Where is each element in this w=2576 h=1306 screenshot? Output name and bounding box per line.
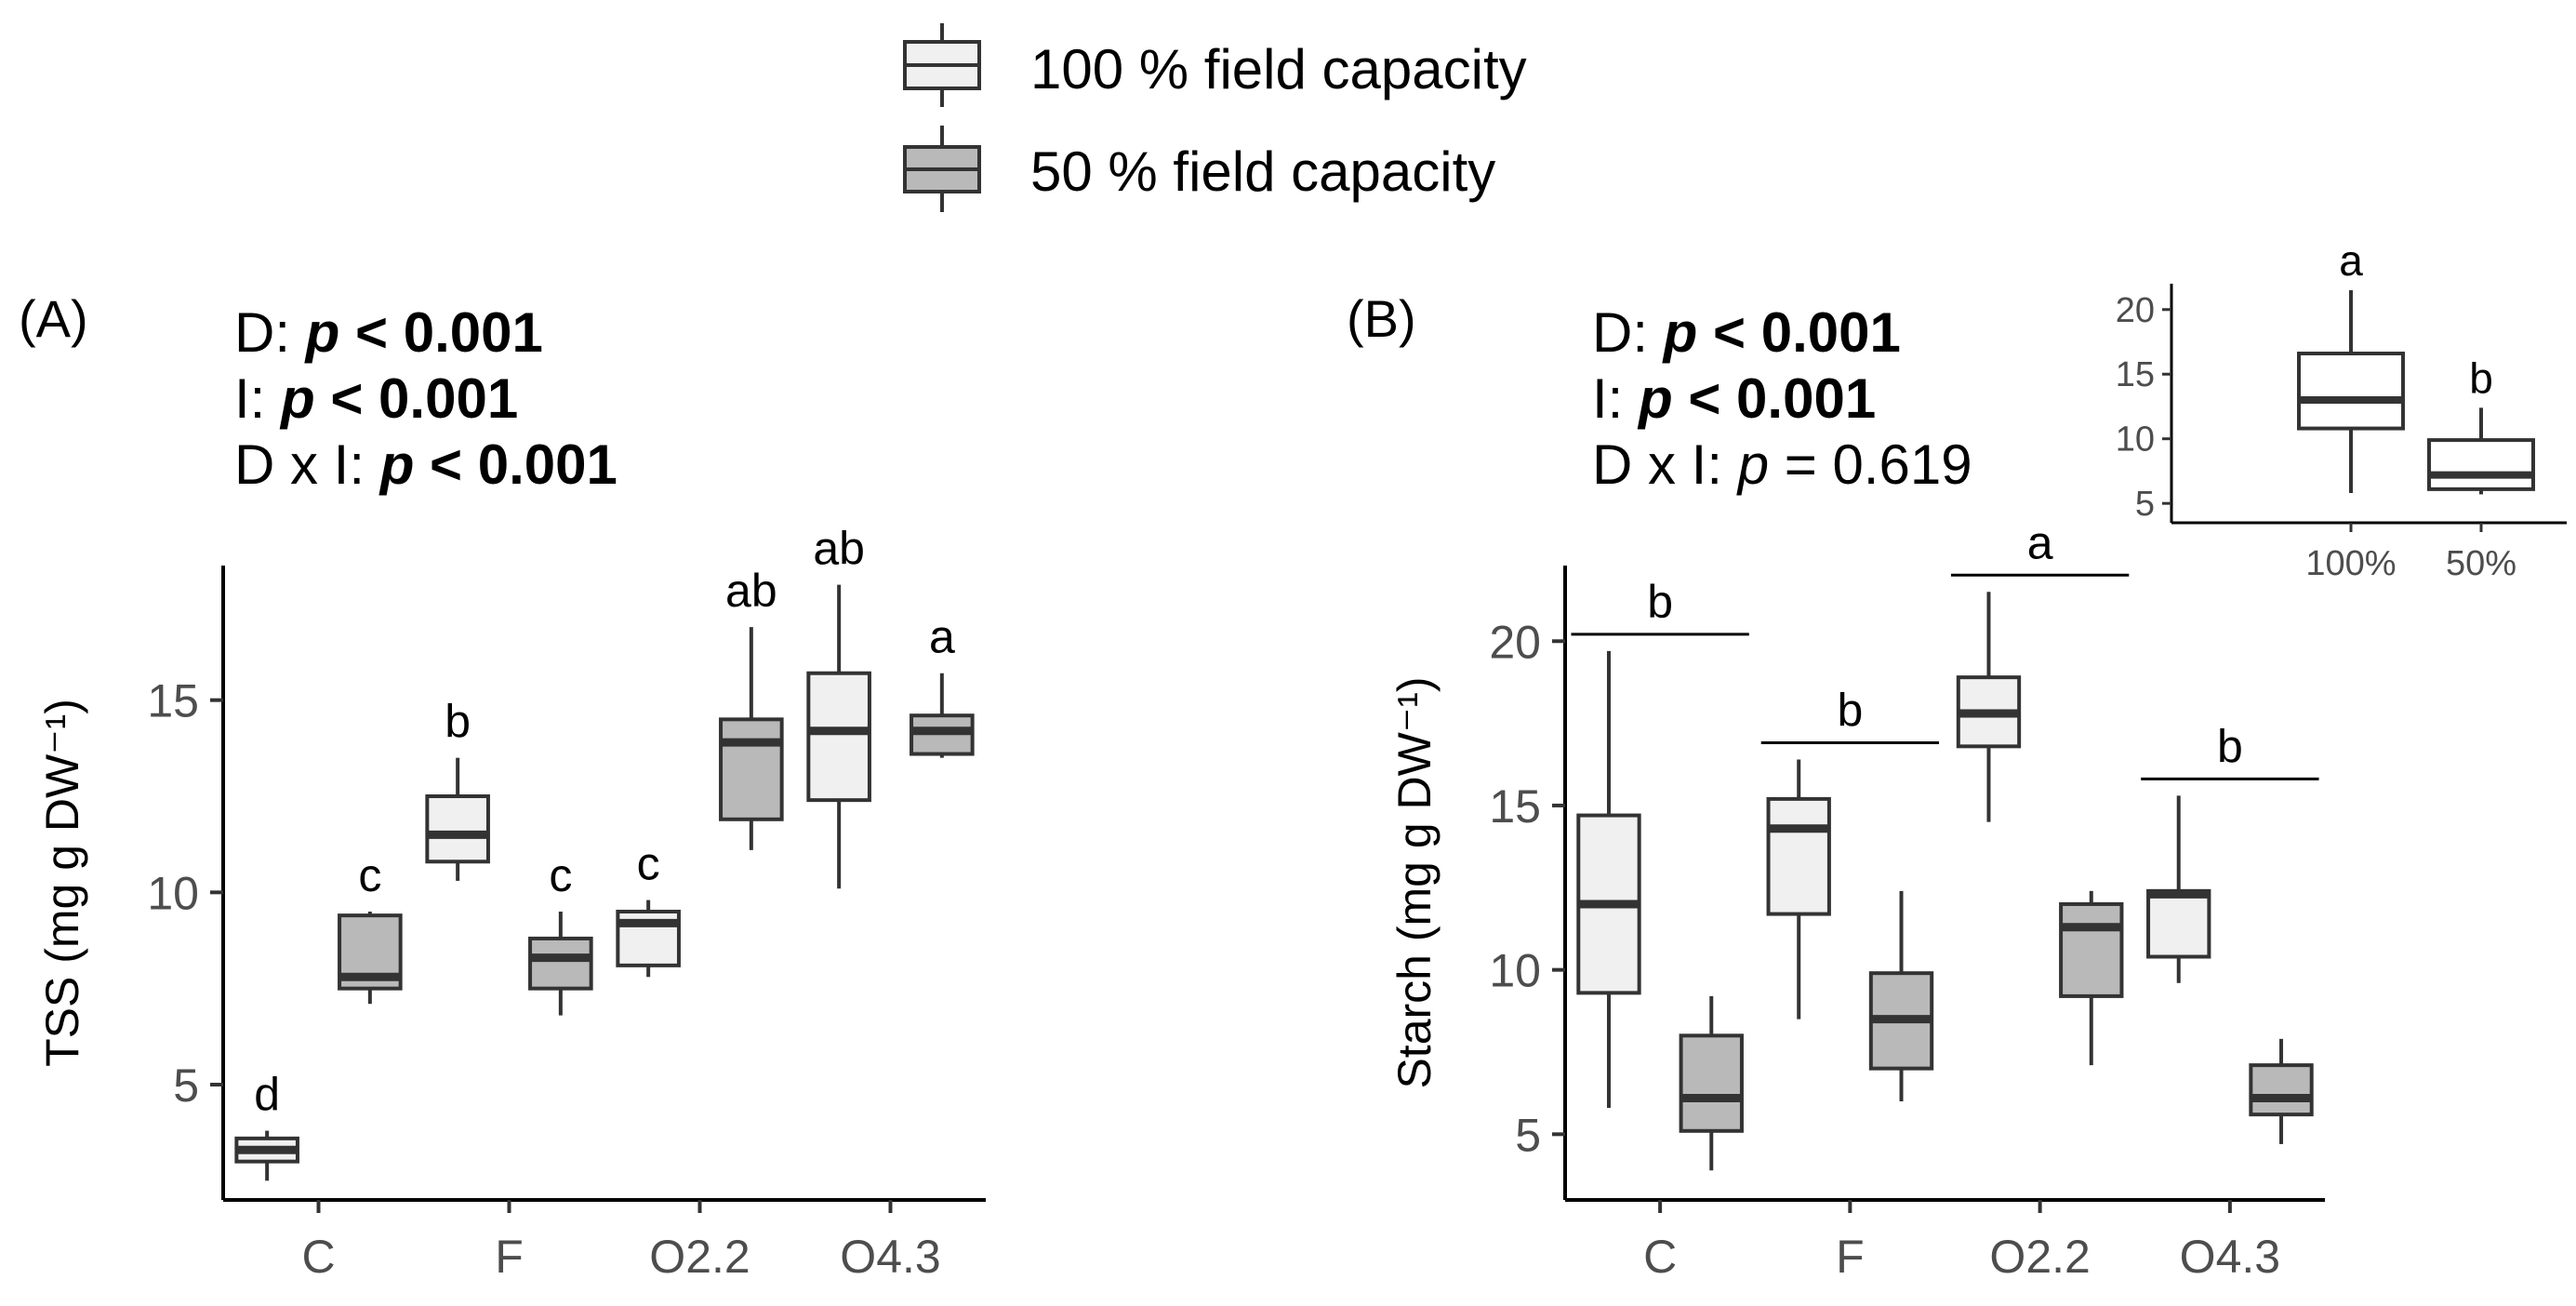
x-tick-label-F: F xyxy=(1836,1231,1865,1283)
legend-label-100: 100 % field capacity xyxy=(1030,38,1527,100)
inset-x-tick-label-100%: 100% xyxy=(2305,544,2396,583)
box-F-50 xyxy=(528,912,593,1016)
box-F-100 xyxy=(425,757,490,881)
box-F-100 xyxy=(1766,759,1831,1019)
box-O4.3-50 xyxy=(910,673,975,758)
panel-b-stat-i: I: p < 0.001 xyxy=(1592,367,1876,430)
box-F-100-box xyxy=(1766,796,1831,916)
y-tick-label-5: 5 xyxy=(173,1059,199,1112)
inset-x-tick-label-50%: 50% xyxy=(2446,544,2516,583)
box-F-50-box xyxy=(528,936,593,991)
panel-a-stat-d: D: p < 0.001 xyxy=(234,301,543,364)
box-O2.2-50-box xyxy=(2059,901,2124,998)
inset-y-tick-label-15: 15 xyxy=(2116,355,2155,394)
chart-a-tss: 5 10 15 C F O2.2 O4.3 TSS (mg g DW⁻¹) d b c ab c c ab a xyxy=(36,523,986,1283)
x-tick-label-C: C xyxy=(301,1231,335,1283)
box-F-100-letter: b xyxy=(445,696,471,748)
box-C-50 xyxy=(1679,995,1744,1171)
box-O2.2-50-box xyxy=(719,717,784,821)
box-O2.2-50-letter: ab xyxy=(725,565,777,617)
y-tick-label-15: 15 xyxy=(147,675,199,727)
box-F-100-box xyxy=(425,794,490,864)
box-O4.3-50 xyxy=(2249,1038,2314,1144)
box-C-50 xyxy=(338,912,403,1005)
y-tick-label-10: 10 xyxy=(147,867,199,919)
y-tick-label-10: 10 xyxy=(1489,945,1541,997)
legend: 100 % field capacity 50 % field capacity xyxy=(903,23,1527,212)
box-O2.2-100 xyxy=(1956,592,2022,822)
legend-label-50: 50 % field capacity xyxy=(1030,140,1495,203)
box-F-50-letter: c xyxy=(549,849,572,901)
panel-a-label: (A) xyxy=(19,289,88,348)
y-tick-label-15: 15 xyxy=(1489,780,1541,833)
box-O4.3-50-box xyxy=(2249,1063,2314,1117)
inset-y-tick-label-5: 5 xyxy=(2135,485,2155,524)
x-tick-label-C: C xyxy=(1643,1231,1677,1283)
box-O2.2-100 xyxy=(616,900,681,978)
box-C-100 xyxy=(1576,650,1641,1109)
box-O4.3-100-box xyxy=(2146,888,2211,959)
x-tick-label-O2.2: O2.2 xyxy=(1989,1231,2090,1283)
inset-y-tick-label-20: 20 xyxy=(2116,291,2155,330)
box-O4.3-100-box xyxy=(806,671,871,803)
chart-b-starch: 5 10 15 20 C F O2.2 O4.3 Starch (mg g DW⁻¹) b b a b xyxy=(1388,516,2325,1283)
inset-box-100%-letter: a xyxy=(2339,236,2363,285)
group-letter-O2.2: a xyxy=(2027,516,2053,568)
box-F-50 xyxy=(1868,890,1934,1101)
inset-box-100% xyxy=(2297,289,2405,494)
x-tick-label-O4.3: O4.3 xyxy=(840,1231,940,1283)
group-letter-F: b xyxy=(1837,684,1863,736)
box-C-100 xyxy=(234,1130,299,1181)
y-axis-label: TSS (mg g DW⁻¹) xyxy=(36,699,88,1067)
x-tick-label-O2.2: O2.2 xyxy=(649,1231,750,1283)
legend-key-50 xyxy=(903,126,981,212)
box-O4.3-100 xyxy=(806,584,871,889)
box-O2.2-50 xyxy=(2059,890,2124,1066)
inset-box-100%-box xyxy=(2297,352,2405,431)
y-axis-label: Starch (mg g DW⁻¹) xyxy=(1388,676,1441,1088)
panel-b-label: (B) xyxy=(1347,289,1416,348)
y-tick-label-20: 20 xyxy=(1489,616,1541,668)
chart-b-inset: 5 10 15 20 100% 50% a b xyxy=(2116,236,2567,583)
inset-box-50% xyxy=(2427,407,2535,495)
inset-y-tick-label-10: 10 xyxy=(2116,420,2155,460)
box-O2.2-100-letter: c xyxy=(637,838,660,890)
x-tick-label-F: F xyxy=(495,1231,524,1283)
box-C-100-letter: d xyxy=(254,1069,280,1121)
box-O2.2-50 xyxy=(719,627,784,850)
box-O4.3-100 xyxy=(2146,795,2211,983)
y-tick-label-5: 5 xyxy=(1515,1109,1541,1161)
group-letter-O4.3: b xyxy=(2217,720,2243,772)
panel-a-stat-dxi: D x I: p < 0.001 xyxy=(234,433,617,496)
x-tick-label-O4.3: O4.3 xyxy=(2180,1231,2280,1283)
box-O4.3-50-letter: a xyxy=(929,611,955,663)
inset-box-50%-letter: b xyxy=(2469,353,2493,402)
box-C-50-letter: c xyxy=(358,849,381,901)
panel-a-stat-i: I: p < 0.001 xyxy=(234,367,518,430)
box-C-50-box xyxy=(1679,1033,1744,1133)
panel-b-stat-d: D: p < 0.001 xyxy=(1592,301,1901,364)
group-letter-C: b xyxy=(1647,576,1673,628)
panel-b-stat-dxi: D x I: p = 0.619 xyxy=(1592,433,1972,496)
inset-box-50%-box xyxy=(2427,438,2535,491)
box-O4.3-100-letter: ab xyxy=(813,523,865,575)
legend-key-100 xyxy=(903,23,981,107)
